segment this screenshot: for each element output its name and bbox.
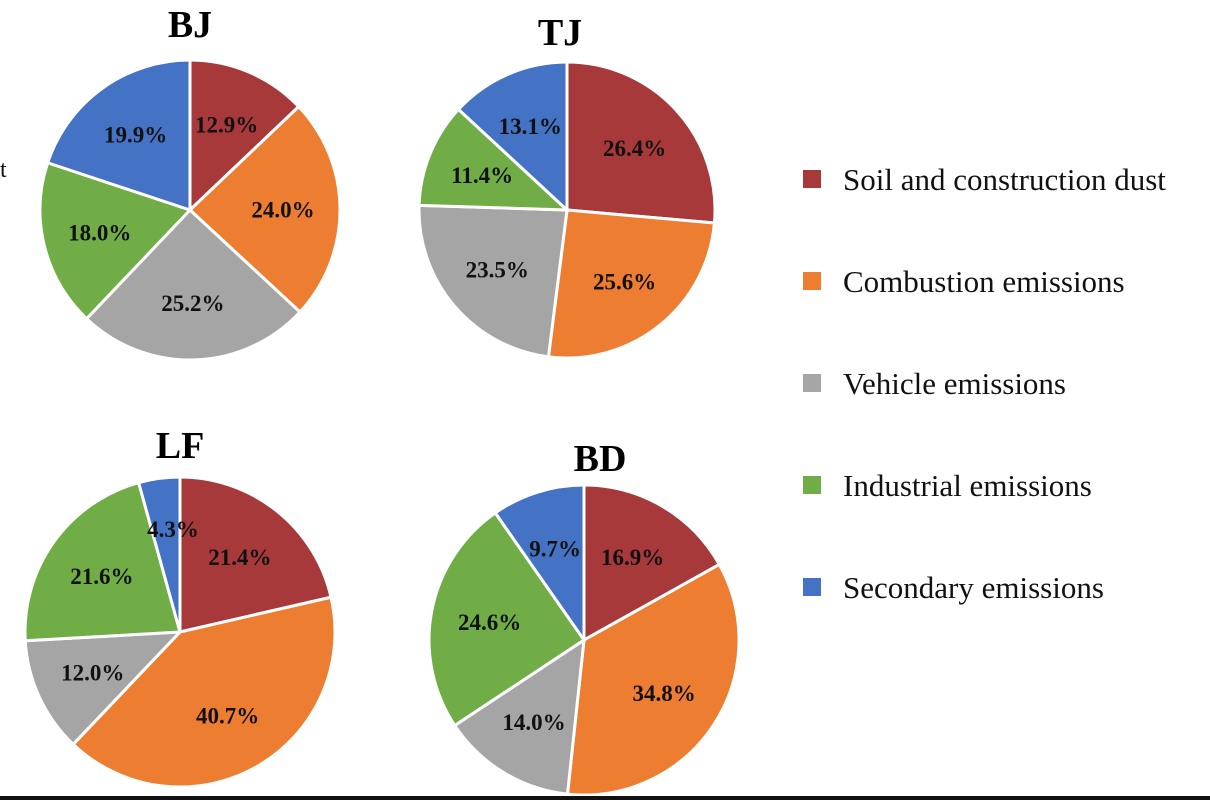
legend-label-soil-and-construction-dust: Soil and construction dust	[843, 162, 1166, 197]
chart-title-lf: LF	[156, 425, 205, 467]
pie-bj: 12.9% 24.0% 25.2% 18.0% 19.9%	[38, 58, 342, 362]
legend-label-secondary-emissions: Secondary emissions	[843, 570, 1104, 605]
pie-slice-tj-secondary-emissions	[456, 60, 569, 212]
slice-label-bd-secondary-emissions: 9.7%	[529, 536, 581, 561]
pie-slice-lf-soil-and-construction-dust	[178, 475, 333, 634]
pie-slice-bj-vehicle-emissions	[85, 208, 302, 362]
slice-label-tj-soil-and-construction-dust: 26.4%	[603, 136, 666, 161]
legend-swatch-combustion-emissions	[803, 272, 821, 290]
pie-bd: 16.9% 34.8% 14.0% 24.6% 9.7%	[427, 483, 741, 797]
bottom-border-line	[0, 796, 1210, 800]
legend-swatch-vehicle-emissions	[803, 374, 821, 392]
slice-label-tj-industrial-emissions: 11.4%	[451, 163, 513, 188]
chart-title-bj: BJ	[168, 4, 212, 46]
pie-slice-lf-secondary-emissions	[137, 475, 182, 634]
pie-slice-lf-vehicle-emissions	[23, 630, 182, 746]
pie-slice-bd-vehicle-emissions	[453, 638, 586, 796]
slice-label-bd-soil-and-construction-dust: 16.9%	[601, 545, 664, 570]
slice-label-bj-vehicle-emissions: 25.2%	[161, 291, 224, 316]
pie-slice-lf-industrial-emissions	[23, 481, 182, 643]
slice-label-tj-secondary-emissions: 13.1%	[499, 114, 562, 139]
slice-label-bj-combustion-emissions: 24.0%	[251, 197, 314, 222]
legend-label-industrial-emissions: Industrial emissions	[843, 468, 1092, 503]
slice-label-lf-combustion-emissions: 40.7%	[196, 703, 259, 728]
slice-label-lf-soil-and-construction-dust: 21.4%	[208, 545, 271, 570]
pie-tj: 26.4% 25.6% 23.5% 11.4% 13.1%	[417, 60, 717, 360]
pie-slice-tj-combustion-emissions	[546, 208, 716, 360]
pie-slice-bd-soil-and-construction-dust	[582, 483, 721, 642]
pie-slice-tj-industrial-emissions	[417, 107, 569, 212]
pie-slice-lf-combustion-emissions	[71, 595, 337, 789]
pie-slice-tj-vehicle-emissions	[417, 203, 569, 359]
pie-slice-bj-industrial-emissions	[38, 161, 192, 321]
slice-label-tj-vehicle-emissions: 23.5%	[466, 258, 529, 283]
pie-slice-bd-combustion-emissions	[565, 562, 741, 797]
clipped-left-text: t	[0, 157, 7, 183]
slice-label-bj-secondary-emissions: 19.9%	[104, 123, 167, 148]
slice-label-lf-vehicle-emissions: 12.0%	[61, 660, 124, 685]
slice-label-bj-industrial-emissions: 18.0%	[68, 221, 131, 246]
legend-swatch-secondary-emissions	[803, 578, 821, 596]
chart-title-bd: BD	[574, 438, 627, 480]
slice-label-lf-industrial-emissions: 21.6%	[70, 564, 133, 589]
pie-slice-bj-secondary-emissions	[46, 58, 192, 212]
chart-title-tj: TJ	[538, 12, 582, 54]
pie-slice-bj-combustion-emissions	[188, 105, 342, 314]
legend-label-vehicle-emissions: Vehicle emissions	[843, 366, 1066, 401]
slice-label-bd-industrial-emissions: 24.6%	[458, 610, 521, 635]
legend-label-combustion-emissions: Combustion emissions	[843, 264, 1125, 299]
pie-lf: 21.4% 40.7% 12.0% 21.6% 4.3%	[23, 475, 337, 789]
pie-slice-bd-industrial-emissions	[427, 511, 586, 728]
slice-label-bd-combustion-emissions: 34.8%	[633, 681, 696, 706]
slice-label-lf-secondary-emissions: 4.3%	[147, 517, 199, 542]
slice-label-bd-vehicle-emissions: 14.0%	[502, 710, 565, 735]
pie-slice-tj-soil-and-construction-dust	[565, 60, 717, 225]
legend-swatch-industrial-emissions	[803, 476, 821, 494]
pie-slice-bj-soil-and-construction-dust	[188, 58, 301, 212]
pie-slice-bd-secondary-emissions	[493, 483, 586, 642]
slice-label-bj-soil-and-construction-dust: 12.9%	[195, 113, 258, 138]
legend-swatch-soil-and-construction-dust	[803, 170, 821, 188]
legend: Soil and construction dust Combustion emi…	[803, 162, 1166, 605]
slice-label-tj-combustion-emissions: 25.6%	[593, 269, 656, 294]
